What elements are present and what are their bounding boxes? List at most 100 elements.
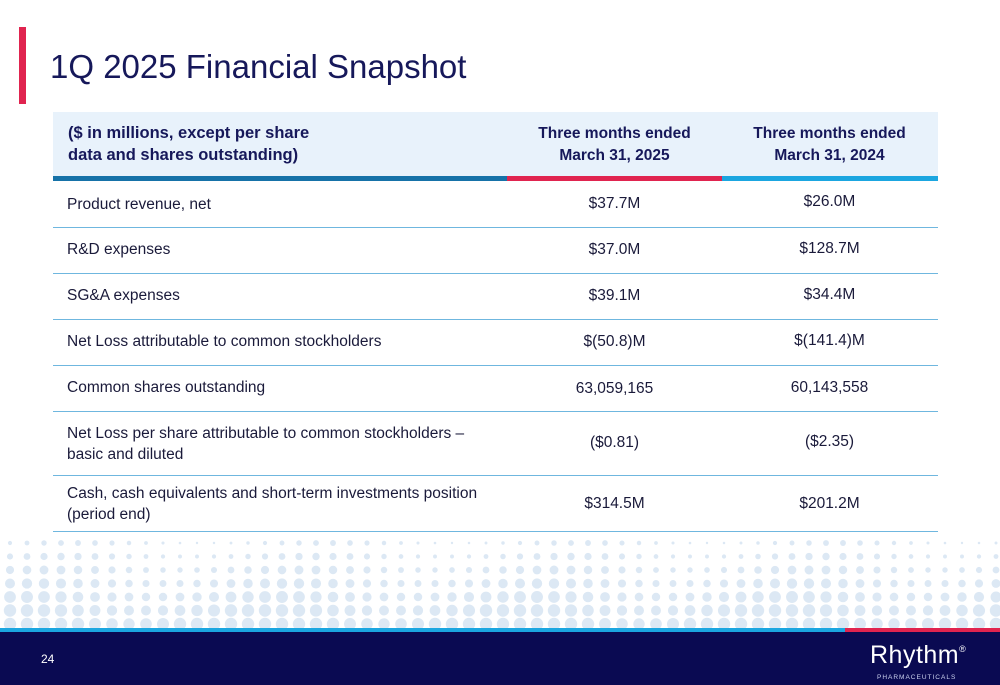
- pattern-dot: [276, 578, 288, 589]
- pattern-dot: [241, 617, 255, 630]
- pattern-dot: [55, 578, 67, 589]
- pattern-dot: [994, 541, 998, 545]
- pattern-dot: [447, 592, 457, 602]
- pattern-dot: [840, 540, 846, 546]
- pattern-dot: [293, 578, 305, 589]
- value-2024: $34.4M: [803, 286, 856, 303]
- pattern-dot: [381, 553, 387, 560]
- pattern-dot: [514, 591, 526, 603]
- pattern-dot: [635, 566, 643, 574]
- pattern-dot: [516, 553, 524, 560]
- pattern-dot: [158, 592, 168, 602]
- pattern-dot: [91, 566, 99, 574]
- pattern-dot: [650, 618, 662, 630]
- pattern-dot: [126, 553, 132, 560]
- pattern-dot: [346, 553, 354, 560]
- header-col-2024: Three months ended March 31, 2024: [722, 123, 937, 167]
- value-2025: $37.0M: [588, 241, 641, 258]
- pattern-dot: [328, 565, 338, 575]
- pattern-dot: [246, 541, 250, 545]
- pattern-dot: [227, 566, 235, 574]
- pattern-dot: [923, 592, 933, 602]
- pattern-dot: [975, 566, 983, 574]
- pattern-dot: [445, 617, 459, 630]
- pattern-dot: [160, 567, 166, 573]
- pattern-dot: [856, 553, 864, 560]
- pattern-dot: [805, 552, 813, 561]
- pattern-dot: [211, 554, 217, 559]
- pattern-dot: [448, 579, 456, 588]
- pattern-dot: [804, 565, 814, 575]
- pattern-dot: [720, 566, 728, 574]
- pattern-dot: [175, 592, 185, 602]
- pattern-dot: [292, 604, 306, 617]
- pattern-dot: [362, 592, 372, 602]
- pattern-dot: [89, 605, 101, 616]
- pattern-dot: [889, 605, 899, 616]
- pattern-dot: [938, 617, 952, 630]
- pattern-dot: [258, 617, 272, 630]
- pattern-dot: [803, 591, 815, 603]
- pattern-dot: [670, 554, 676, 559]
- pattern-dot: [55, 591, 67, 603]
- pattern-dot: [705, 541, 709, 545]
- row-label: Net Loss per share attributable to commo…: [67, 423, 464, 465]
- pattern-dot: [789, 540, 795, 546]
- pattern-dot: [72, 591, 84, 603]
- pattern-dot: [549, 565, 559, 575]
- pattern-dot: [398, 554, 404, 559]
- value-2024: $26.0M: [803, 193, 856, 210]
- pattern-dot: [738, 554, 744, 559]
- pattern-dot: [636, 540, 642, 546]
- pattern-dot: [924, 580, 932, 587]
- pattern-dot: [345, 579, 355, 588]
- pattern-dot: [735, 591, 747, 603]
- pattern-dot: [531, 578, 543, 589]
- table-row-net-loss-per-share: Net Loss per share attributable to commo…: [53, 412, 938, 476]
- pattern-dot: [399, 541, 403, 545]
- pattern-dot: [786, 591, 798, 603]
- pattern-dot: [449, 567, 455, 573]
- pattern-dot: [838, 565, 848, 575]
- pattern-dot: [195, 541, 199, 545]
- pattern-dot: [635, 579, 643, 588]
- pattern-dot: [907, 579, 915, 588]
- pattern-dot: [124, 592, 134, 602]
- pattern-dot: [943, 554, 947, 559]
- value-2024: $201.2M: [799, 495, 860, 512]
- pattern-dot: [530, 604, 544, 617]
- pattern-dot: [312, 552, 320, 561]
- pattern-dot: [768, 604, 782, 617]
- value-2025: $39.1M: [588, 287, 641, 304]
- pattern-dot: [787, 565, 797, 575]
- pattern-dot: [330, 540, 336, 546]
- pattern-dot: [278, 553, 286, 560]
- pattern-dot: [568, 540, 574, 546]
- pattern-dot: [501, 541, 505, 545]
- pattern-dot: [157, 605, 169, 616]
- pattern-dot: [245, 553, 251, 560]
- pattern-dot: [684, 605, 696, 616]
- pattern-dot: [755, 553, 761, 560]
- pattern-dot: [21, 591, 33, 603]
- pattern-dot: [736, 579, 746, 588]
- pattern-dot: [54, 604, 68, 617]
- table-row-product-revenue: Product revenue, net $37.7M $26.0M: [53, 181, 938, 228]
- pattern-dot: [768, 617, 782, 630]
- pattern-dot: [309, 604, 323, 617]
- pattern-dot: [803, 578, 815, 589]
- pattern-dot: [671, 541, 675, 545]
- pattern-dot: [926, 541, 930, 545]
- pattern-dot: [873, 553, 881, 560]
- pattern-dot: [977, 541, 981, 545]
- pattern-dot: [450, 554, 454, 559]
- pattern-dot: [617, 592, 627, 602]
- pattern-dot: [309, 617, 323, 630]
- pattern-dot: [993, 554, 999, 559]
- pattern-dot: [960, 554, 964, 559]
- pattern-dot: [583, 578, 593, 589]
- pattern-dot: [786, 578, 798, 589]
- pattern-dot: [700, 617, 714, 630]
- pattern-dot: [72, 604, 84, 617]
- pattern-dot: [380, 579, 388, 588]
